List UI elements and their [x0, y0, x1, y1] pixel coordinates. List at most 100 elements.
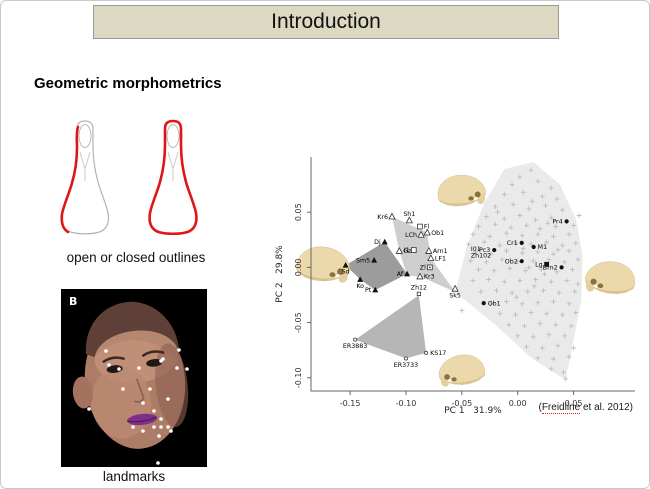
recent-human-cross — [529, 198, 535, 204]
recent-human-cross — [542, 271, 547, 277]
recent-human-cross — [539, 345, 545, 351]
recent-human-cross — [519, 301, 525, 307]
marker-triangle-open — [427, 254, 435, 262]
recent-human-cross — [509, 182, 515, 187]
y-tick-label: 0.00 — [294, 258, 303, 276]
recent-human-cross — [551, 356, 556, 362]
recent-human-cross — [562, 259, 567, 265]
recent-human-cross — [466, 241, 471, 247]
recent-human-cross — [554, 196, 560, 202]
marker-circle-filled — [559, 265, 564, 270]
recent-human-cross — [476, 224, 481, 229]
marker-circle-filled — [492, 247, 497, 253]
recent-human-cross — [537, 226, 543, 232]
cranium-icon-right — [583, 258, 637, 297]
specimen-label-I1: I1 — [404, 247, 410, 254]
x-tick-label: -0.05 — [451, 399, 472, 408]
recent-human-cross — [548, 366, 554, 372]
recent-human-cross — [564, 278, 570, 283]
specimen-label-Pc3: Pc3 — [479, 247, 490, 254]
hull-homo-erectus-group — [355, 295, 427, 359]
specimen-label-Brn2: Brn2 — [543, 265, 558, 272]
lips — [127, 413, 157, 426]
specimen-label-Kr6: Kr6 — [377, 214, 388, 221]
specimen-label-Dj: Dj — [374, 239, 381, 246]
specimen-label-M1: M1 — [538, 244, 547, 251]
recent-human-cross — [528, 241, 534, 247]
recent-human-cross — [487, 234, 493, 239]
outline-illustration — [60, 119, 198, 236]
recent-human-cross — [495, 209, 500, 215]
recent-human-cross — [476, 267, 481, 272]
marker-triangle-filled — [342, 261, 349, 268]
recent-human-cross — [470, 231, 476, 237]
closed-outline-red-curve — [148, 119, 198, 236]
specimen-label-Pt: Pt — [365, 287, 372, 294]
recent-human-cross — [478, 289, 484, 295]
specimen-label-Cr1: Cr1 — [507, 240, 518, 247]
recent-human-cross — [491, 268, 497, 274]
specimen-label-ER3883: ER3883 — [343, 343, 367, 350]
citation-suffix: et al. 2012) — [580, 402, 633, 413]
citation-prefix: ( — [538, 402, 542, 413]
recent-human-cross — [562, 333, 567, 339]
x-tick-label: -0.15 — [340, 399, 361, 408]
recent-human-cross — [571, 345, 576, 351]
recent-human-cross — [468, 258, 474, 264]
ear — [72, 376, 94, 409]
specimen-label-KS17: KS17 — [430, 350, 446, 357]
recent-human-cross — [481, 239, 487, 245]
marker-triangle-filled — [372, 286, 379, 293]
pca-plot-svg: -0.15 -0.10 -0.05 0.00 0.05 0.05 0.00 -0.05 -0.1… — [275, 157, 637, 416]
recent-human-cross — [520, 189, 526, 195]
recent-human-cross — [555, 343, 561, 349]
y-tick-label: -0.10 — [294, 367, 303, 388]
recent-human-cross — [561, 369, 566, 375]
recent-human-cross — [517, 278, 523, 283]
recent-human-cross — [554, 269, 560, 275]
recent-human-cross — [507, 266, 513, 271]
recent-human-cross — [501, 192, 507, 197]
recent-human-cross — [545, 220, 551, 226]
recent-human-cross — [533, 217, 538, 223]
marker-circle-filled — [519, 240, 524, 245]
y-tick-label: -0.05 — [294, 312, 303, 333]
recent-human-cross — [544, 239, 550, 245]
marker-triangle-open — [405, 216, 413, 224]
slide-title-bar: Introduction — [93, 5, 559, 39]
recent-human-cross — [497, 311, 503, 317]
specimen-label-Pr4: Pr4 — [552, 219, 562, 226]
recent-human-cross — [524, 223, 529, 228]
recent-human-cross — [519, 250, 525, 256]
x-tick-label: 0.05 — [565, 399, 583, 408]
marker-circle-filled — [481, 301, 486, 306]
x-tick-label: 0.00 — [509, 399, 527, 408]
marker-triangle-open — [425, 246, 433, 254]
specimen-label-Sm5: Sm5 — [356, 257, 370, 264]
recent-human-cross — [538, 267, 544, 272]
specimen-label-Gz: Gz — [403, 248, 412, 255]
recent-human-cross — [573, 240, 579, 246]
recent-human-cross — [575, 257, 581, 263]
bone-closed-outline — [148, 119, 198, 236]
hull-early-modern-african-group — [345, 242, 408, 290]
recent-human-cross — [515, 333, 521, 339]
recent-human-cross — [488, 251, 494, 257]
recent-human-cross — [501, 279, 507, 285]
marker-triangle-filled — [357, 276, 364, 282]
recent-human-cross — [504, 230, 509, 236]
recent-human-cross — [566, 231, 572, 237]
bone-open-outline — [60, 120, 110, 235]
recent-human-cross — [535, 231, 541, 237]
specimen-label-Fl: Fl — [424, 224, 430, 231]
recent-human-cross — [541, 288, 546, 293]
recent-human-cross — [551, 299, 556, 304]
marker-triangle-open — [417, 230, 425, 238]
recent-human-cross — [532, 283, 537, 289]
specimen-label-ER3733: ER3733 — [394, 362, 418, 369]
specimen-label-Ko: Ko — [356, 283, 364, 290]
cranium-icon-top — [435, 172, 488, 209]
panel-letter-label: B — [69, 295, 77, 308]
marker-square-open — [410, 247, 417, 253]
